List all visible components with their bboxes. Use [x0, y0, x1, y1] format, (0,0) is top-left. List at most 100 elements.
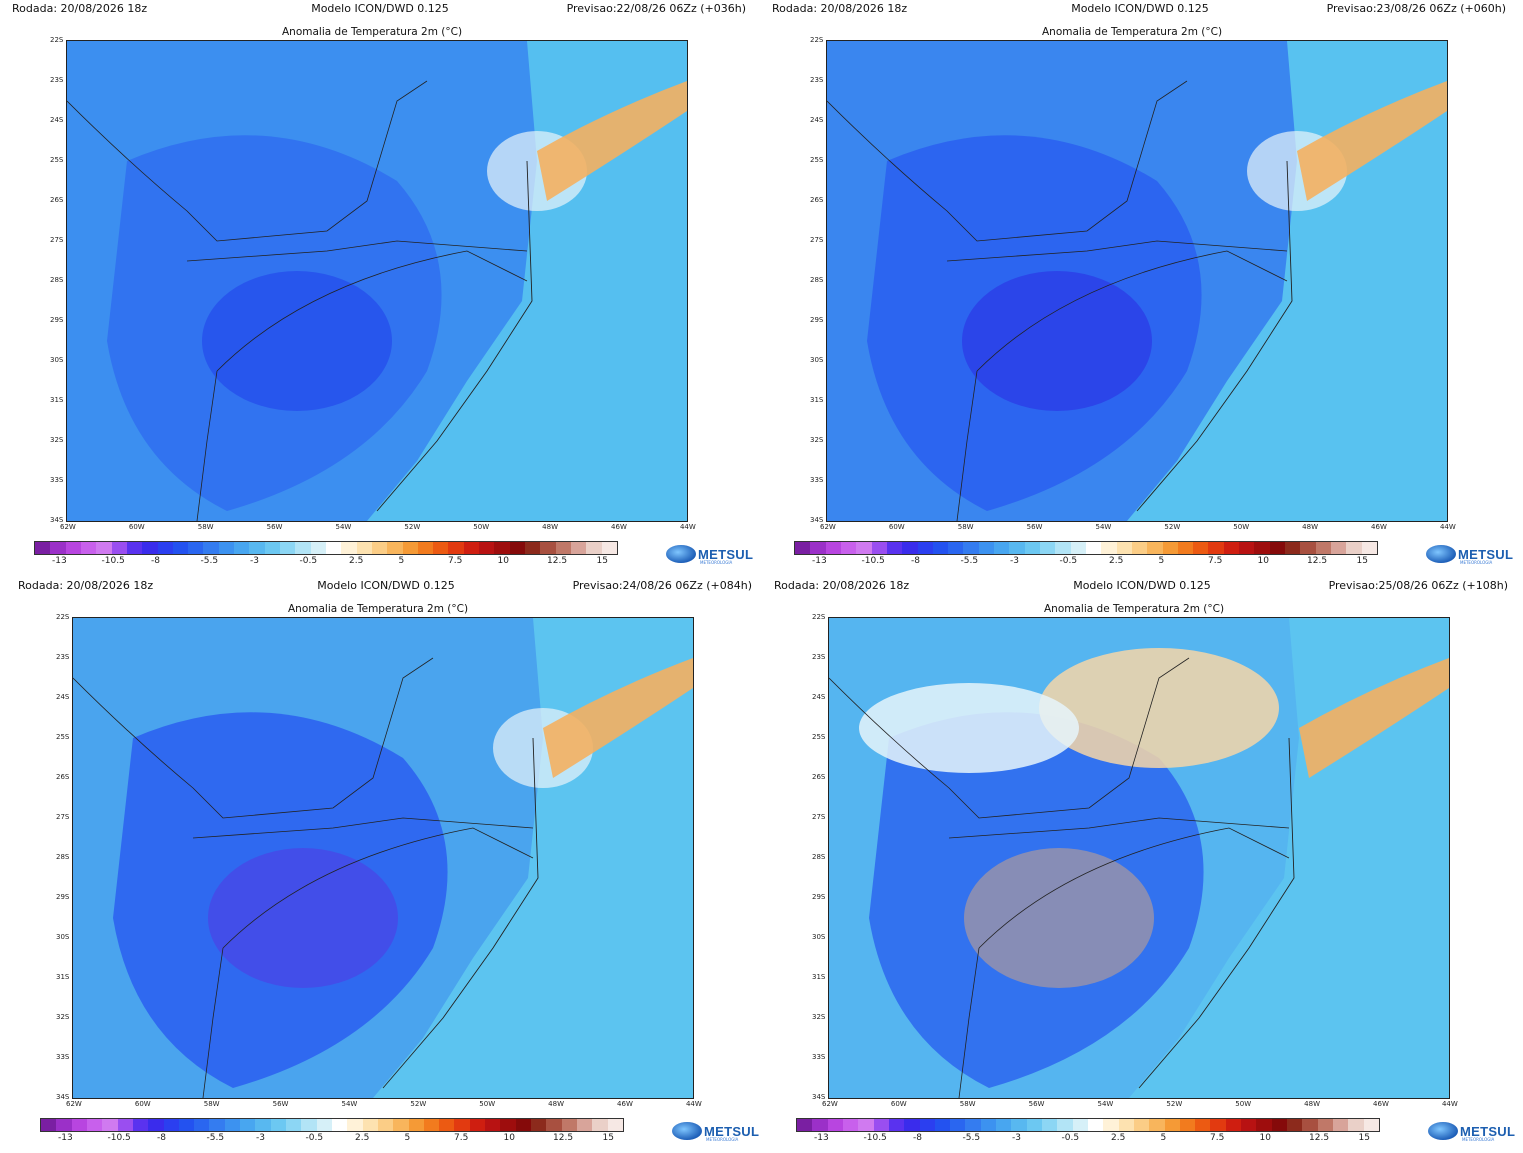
colorbar-swatch [1072, 1119, 1088, 1131]
anomaly-field [73, 618, 693, 1098]
lon-tick-label: 56W [1026, 523, 1043, 531]
lon-tick-label: 56W [266, 523, 283, 531]
lon-tick-label: 62W [822, 1100, 838, 1108]
lat-tick-label: 32S [810, 436, 824, 444]
colorbar-swatch [1271, 1119, 1287, 1131]
lat-tick-label: 34S [812, 1093, 826, 1101]
lat-tick-label: 23S [56, 653, 70, 661]
colorbar-swatch [1317, 1119, 1333, 1131]
lon-tick-label: 44W [1439, 523, 1456, 531]
colorbar-swatch [1026, 1119, 1042, 1131]
map-title: Anomalia de Temperatura 2m (°C) [288, 603, 469, 615]
lat-tick-label: 22S [56, 613, 70, 621]
lon-tick-label: 44W [679, 523, 696, 531]
anomaly-map [828, 617, 1450, 1099]
colorbar-swatch [209, 1119, 225, 1131]
colorbar-swatch [1055, 542, 1071, 554]
logo-subtitle: METEOROLOGIA [1462, 1137, 1495, 1142]
colorbar-swatch [1070, 542, 1086, 554]
lon-tick-label: 58W [203, 1100, 220, 1108]
colorbar-swatch [56, 1119, 72, 1131]
lat-tick-label: 29S [56, 893, 70, 901]
colorbar-swatch [1346, 542, 1362, 554]
colorbar-swatch [592, 1119, 608, 1131]
colorbar-swatch [963, 542, 979, 554]
anomaly-peak [962, 271, 1152, 411]
lat-tick-label: 34S [56, 1093, 70, 1101]
colorbar-swatch [1085, 542, 1102, 554]
colorbar-tick-label: -8 [911, 556, 920, 566]
lon-tick-label: 44W [1441, 1100, 1458, 1108]
lat-tick-label: 33S [56, 1053, 70, 1061]
colorbar-swatch [35, 542, 51, 554]
colorbar-swatch [842, 1119, 859, 1131]
colorbar-swatch [485, 1119, 501, 1131]
lat-tick-label: 28S [812, 853, 826, 861]
lat-tick-label: 27S [812, 813, 826, 821]
colorbar-swatch [1195, 1119, 1211, 1131]
colorbar-swatch [117, 1119, 133, 1131]
map-panel-2: Rodada: 20/08/2026 18z Modelo ICON/DWD 0… [760, 0, 1520, 576]
colorbar-tick-label: 2.5 [349, 556, 364, 566]
lon-tick-label: 54W [341, 1100, 358, 1108]
colorbar-swatch [1332, 1119, 1349, 1131]
colorbar-swatch [148, 1119, 164, 1131]
lon-tick-label: 48W [1304, 1100, 1321, 1108]
colorbar-swatch [316, 1119, 332, 1131]
colorbar-tick-label: -0.5 [299, 556, 318, 566]
lat-tick-label: 32S [812, 1013, 826, 1021]
colorbar-swatch [965, 1119, 981, 1131]
colorbar-swatch [812, 1119, 828, 1131]
colorbar-swatch [270, 1119, 286, 1131]
colorbar-swatch [1118, 1119, 1134, 1131]
lon-tick-label: 56W [272, 1100, 289, 1108]
coastline [1138, 737, 1295, 1089]
lon-tick-label: 52W [404, 523, 421, 531]
previsao-label: Previsao:25/08/26 06Zz (+108h) [1328, 579, 1508, 592]
colorbar [40, 1118, 624, 1132]
previsao-label: Previsao:22/08/26 06Zz (+036h) [566, 2, 746, 15]
colorbar-swatch [797, 1119, 813, 1131]
lat-tick-label: 23S [810, 76, 824, 84]
logo-subtitle: METEOROLOGIA [706, 1137, 739, 1142]
colorbar-swatch [126, 542, 143, 554]
colorbar-swatch [331, 1119, 348, 1131]
colorbar [34, 541, 618, 555]
map-title: Anomalia de Temperatura 2m (°C) [282, 26, 463, 38]
colorbar-tick-label: -3 [1010, 556, 1019, 566]
colorbar-swatch [515, 1119, 531, 1131]
colorbar-swatch [948, 542, 964, 554]
metsul-logo: METSUL METEOROLOGIA [672, 1122, 759, 1142]
colorbar-swatch [163, 1119, 179, 1131]
colorbar-swatch [178, 1119, 195, 1131]
lon-tick-label: 58W [959, 1100, 976, 1108]
colorbar-swatch [1103, 1119, 1119, 1131]
colorbar-swatch [1179, 1119, 1196, 1131]
lon-tick-label: 62W [66, 1100, 82, 1108]
border-line [186, 240, 528, 262]
logo-text: METSUL [698, 546, 754, 562]
colorbar-swatch [71, 1119, 87, 1131]
coastal-warm-strip [1299, 658, 1449, 778]
lat-tick-label: 28S [50, 276, 64, 284]
anomaly-core [869, 712, 1204, 1088]
colorbar-tick-label: -8 [913, 1133, 922, 1143]
border-line [202, 947, 224, 1098]
colorbar-swatch [433, 542, 449, 554]
lat-tick-label: 27S [810, 236, 824, 244]
colorbar-swatch [41, 1119, 57, 1131]
border-line [73, 657, 434, 819]
colorbar-swatch [234, 542, 250, 554]
modelo-label: Modelo ICON/DWD 0.125 [311, 2, 449, 15]
colorbar-swatch [194, 1119, 210, 1131]
border-line [976, 250, 1288, 372]
anomaly-field [829, 618, 1449, 1098]
colorbar-swatch [1057, 1119, 1073, 1131]
colorbar-swatch [1177, 542, 1194, 554]
colorbar-tick-label: 12.5 [1309, 1133, 1330, 1143]
colorbar-swatch [570, 542, 587, 554]
colorbar-tick-label: -8 [151, 556, 160, 566]
lat-tick-label: 32S [56, 1013, 70, 1021]
colorbar-swatch [825, 542, 841, 554]
colorbar-swatch [888, 1119, 905, 1131]
